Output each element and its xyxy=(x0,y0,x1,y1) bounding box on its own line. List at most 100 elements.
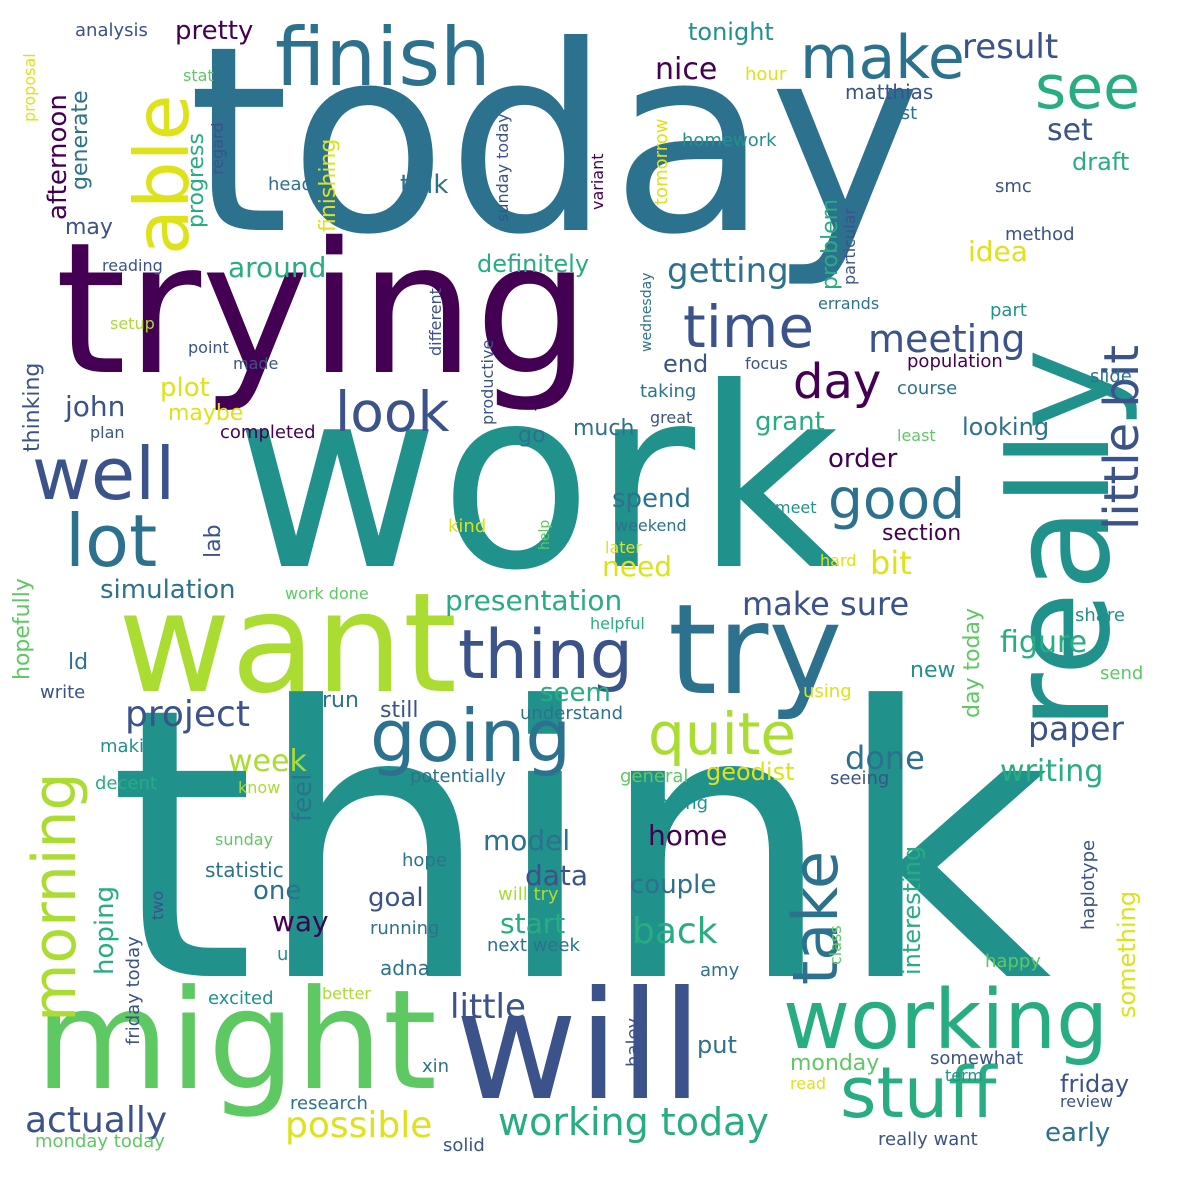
word-decent: decent xyxy=(95,773,157,794)
word-class: class xyxy=(826,925,845,965)
word-figure: figure xyxy=(1000,625,1088,660)
word-potentially: potentially xyxy=(410,766,506,787)
word-adna: adna xyxy=(380,956,430,980)
word-hour: hour xyxy=(745,64,787,85)
word-talk: talk xyxy=(400,170,449,200)
word-statistic: statistic xyxy=(205,858,284,882)
word-day: day xyxy=(793,354,882,410)
word-weekend: weekend xyxy=(615,516,687,535)
word-share: share xyxy=(1075,605,1125,626)
word-seeing: seeing xyxy=(830,768,890,789)
word-make: make xyxy=(800,23,965,93)
word-trying: trying xyxy=(55,203,591,415)
word-hard: hard xyxy=(820,551,857,570)
word-really-want: really want xyxy=(878,1129,978,1150)
word-solid: solid xyxy=(443,1135,485,1156)
word-paper: paper xyxy=(1028,709,1124,748)
word-will: will xyxy=(455,960,703,1134)
word-interesting: interesting xyxy=(898,845,926,975)
word-errands: errands xyxy=(818,294,880,313)
word-excited: excited xyxy=(208,988,274,1009)
word-generate: generate xyxy=(68,90,93,190)
word-setup: setup xyxy=(110,314,155,333)
word-definitely: definitely xyxy=(477,250,590,278)
word-xin: xin xyxy=(422,1056,450,1077)
word-point: point xyxy=(188,338,229,357)
word-variant: variant xyxy=(588,153,607,210)
word-term: term xyxy=(945,1066,983,1085)
word-presentation: presentation xyxy=(445,584,623,617)
word-making: making xyxy=(100,736,167,757)
word-ld: ld xyxy=(68,650,89,675)
word-better: better xyxy=(322,984,371,1003)
word-great: great xyxy=(650,408,693,427)
word-working-today: working today xyxy=(498,1100,769,1144)
word-productive: productive xyxy=(478,339,497,425)
word-hoping: hoping xyxy=(90,885,120,975)
word-thinking: thinking xyxy=(20,362,45,452)
word-think: think xyxy=(108,629,1052,1065)
word-order: order xyxy=(828,444,898,474)
word-particular: particular xyxy=(840,207,859,285)
word-time: time xyxy=(683,293,815,361)
word-hopefully: hopefully xyxy=(10,578,35,680)
word-want: want xyxy=(118,563,458,724)
word-going: going xyxy=(370,694,572,778)
word-completed: completed xyxy=(220,422,316,443)
word-actually: actually xyxy=(25,1100,168,1141)
word-idea: idea xyxy=(968,235,1028,268)
word-keep: keep xyxy=(505,392,544,411)
word-back: back xyxy=(632,911,718,952)
word-feel: feel xyxy=(288,773,318,822)
word-put: put xyxy=(697,1031,737,1059)
word-day-today: day today xyxy=(960,607,985,718)
word-look: look xyxy=(335,380,450,444)
word-one: one xyxy=(253,876,302,906)
word-geodist: geodist xyxy=(706,758,795,786)
word-work-done: work done xyxy=(285,584,369,603)
word-method: method xyxy=(1005,224,1075,245)
word-work: work xyxy=(235,334,840,625)
word-result: result xyxy=(962,27,1059,67)
word-progress: progress xyxy=(184,133,209,228)
word-friday-today: friday today xyxy=(123,936,144,1045)
word-haplotype: haplotype xyxy=(1078,839,1099,930)
word-amy: amy xyxy=(700,960,740,981)
word-go: go xyxy=(518,423,546,448)
word-sunday: sunday xyxy=(215,830,274,849)
word-monday-today: monday today xyxy=(35,1131,165,1152)
word-hope: hope xyxy=(402,850,447,871)
word-stuff: stuff xyxy=(840,1052,997,1134)
word-run: run xyxy=(322,688,359,713)
word-grant: grant xyxy=(755,407,825,437)
word-done: done xyxy=(845,739,925,777)
word-around: around xyxy=(228,251,327,284)
word-lot: lot xyxy=(65,499,158,583)
word-plan: plan xyxy=(90,423,125,442)
word-proposal: proposal xyxy=(20,53,39,122)
word-tonight: tonight xyxy=(688,18,774,46)
word-john: john xyxy=(65,390,126,423)
word-planning: planning xyxy=(630,793,709,814)
word-monday: monday xyxy=(790,1051,880,1076)
word-finish: finish xyxy=(275,11,491,104)
word-meeting: meeting xyxy=(868,317,1026,361)
word-read: read xyxy=(790,1074,827,1093)
word-nice: nice xyxy=(655,52,718,87)
word-set: set xyxy=(1047,113,1093,148)
word-section: section xyxy=(882,521,962,546)
word-possible: possible xyxy=(285,1105,433,1146)
word-much: much xyxy=(573,416,635,441)
word-helpful: helpful xyxy=(590,614,645,633)
word-review: review xyxy=(1060,1092,1113,1111)
word-maybe: maybe xyxy=(168,401,244,426)
word-bit: bit xyxy=(870,544,912,582)
word-lab: lab xyxy=(201,524,226,558)
word-well: well xyxy=(32,432,176,516)
word-way: way xyxy=(272,905,329,938)
word-new: new xyxy=(910,658,956,683)
word-pretty: pretty xyxy=(175,16,254,46)
word-seem: seem xyxy=(540,678,611,708)
word-stat: stat xyxy=(183,66,214,85)
word-little: little xyxy=(450,987,526,1027)
